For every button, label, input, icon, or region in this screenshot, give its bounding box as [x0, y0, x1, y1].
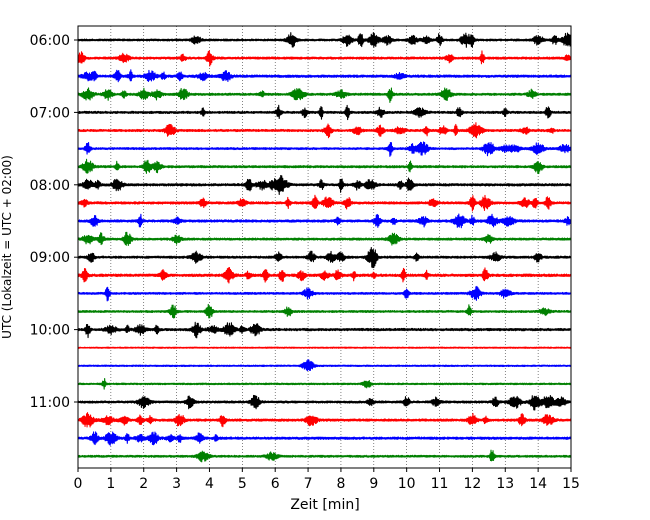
trace-row — [77, 231, 572, 247]
trace-row — [77, 174, 572, 196]
x-tick-label: 5 — [238, 476, 247, 492]
x-tick-label: 14 — [529, 476, 547, 492]
x-tick-label: 15 — [562, 476, 580, 492]
y-tick-label: 09:00 — [30, 250, 70, 266]
y-tick-label: 07:00 — [30, 105, 70, 121]
x-tick-label: 13 — [496, 476, 514, 492]
x-ticks: 0 1 2 3 4 5 6 7 8 9 10 11 12 13 14 15 — [74, 468, 580, 492]
trace-row — [77, 359, 572, 372]
y-tick-label: 10:00 — [30, 323, 70, 339]
x-tick-label: 10 — [398, 476, 416, 492]
x-axis-label: Zeit [min] — [290, 497, 359, 513]
x-tick-label: 4 — [205, 476, 214, 492]
x-tick-label: 2 — [139, 476, 148, 492]
trace-row — [77, 158, 572, 175]
x-tick-label: 12 — [463, 476, 481, 492]
y-tick-label: 08:00 — [30, 178, 70, 194]
trace-row — [77, 346, 572, 349]
trace-row — [77, 194, 572, 212]
x-tick-label: 6 — [271, 476, 280, 492]
x-tick-label: 0 — [74, 476, 83, 492]
y-tick-label: 11:00 — [30, 395, 70, 411]
trace-row — [77, 122, 572, 139]
trace-row — [77, 431, 572, 446]
trace-row — [77, 378, 572, 390]
trace-row — [77, 141, 572, 157]
trace-row — [77, 50, 572, 67]
x-tick-label: 1 — [106, 476, 115, 492]
x-tick-label: 11 — [431, 476, 449, 492]
trace-row — [77, 449, 572, 463]
trace-row — [77, 267, 572, 284]
x-tick-label: 7 — [304, 476, 313, 492]
trace-row — [77, 394, 572, 411]
trace-layer — [77, 32, 572, 463]
trace-row — [77, 69, 572, 83]
x-tick-label: 3 — [172, 476, 181, 492]
trace-row — [77, 213, 572, 229]
y-axis-label: UTC (Lokalzeit = UTC + 02:00) — [0, 155, 14, 339]
trace-row — [77, 412, 572, 428]
y-ticks: 06:00 07:00 08:00 09:00 10:00 11:00 — [30, 33, 78, 411]
trace-row — [77, 87, 572, 103]
trace-row — [77, 104, 572, 121]
trace-row — [77, 246, 572, 269]
trace-row — [77, 303, 572, 319]
trace-row — [77, 321, 572, 339]
trace-row — [77, 285, 572, 302]
x-tick-label: 9 — [369, 476, 378, 492]
trace-row — [77, 32, 572, 48]
y-tick-label: 06:00 — [30, 33, 70, 49]
plot-frame — [77, 25, 572, 469]
x-tick-label: 8 — [336, 476, 345, 492]
